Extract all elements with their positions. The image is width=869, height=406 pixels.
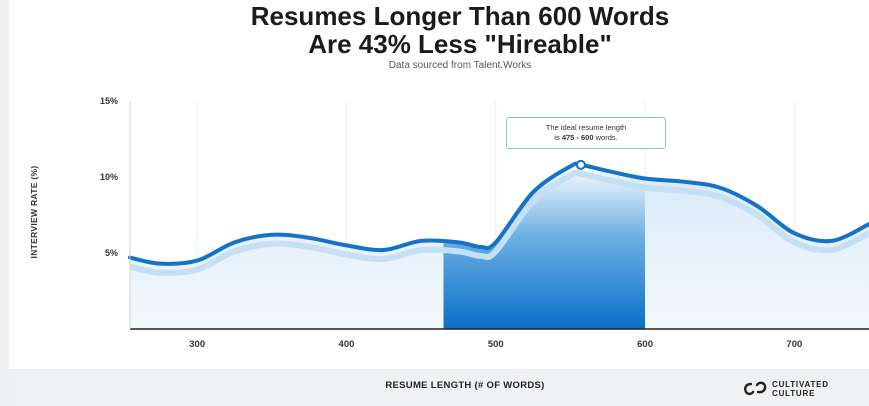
x-tick-label: 300	[189, 339, 205, 350]
brand-name: CULTIVATED CULTURE	[772, 380, 842, 398]
ideal-length-callout: The ideal resume length is 475 - 600 wor…	[506, 117, 666, 149]
series-line	[128, 161, 869, 266]
brand-name-line-1: CULTIVATED	[772, 380, 829, 389]
y-tick-label: 5%	[105, 248, 118, 258]
series-line-shadow	[129, 169, 869, 276]
callout-line-1: The ideal resume length	[545, 123, 627, 132]
y-tick-label: 10%	[100, 172, 118, 182]
x-axis-band	[9, 369, 869, 406]
x-axis-label: RESUME LENGTH (# OF WORDS)	[385, 380, 545, 391]
chart-title: Resumes Longer Than 600 Words Are 43% Le…	[130, 2, 790, 58]
brand-logo: CULTIVATED CULTURE	[742, 378, 862, 400]
x-tick-label: 500	[488, 339, 504, 350]
callout-range: 475 - 600	[561, 133, 594, 142]
callout-suffix: words.	[595, 133, 618, 142]
left-gutter	[0, 0, 9, 406]
link-chain-icon	[744, 381, 767, 396]
brand-name-line-2: CULTURE	[772, 389, 816, 398]
chart-title-line-2: Are 43% Less "Hireable"	[308, 29, 612, 59]
x-tick-label: 400	[339, 339, 355, 350]
peak-marker	[575, 159, 586, 170]
callout-prefix: is	[554, 133, 560, 142]
ideal-range-highlight	[443, 163, 646, 329]
chart-title-line-1: Resumes Longer Than 600 Words	[250, 1, 670, 31]
chart-subtitle: Data sourced from Talent.Works	[388, 60, 532, 71]
x-tick-label: 600	[637, 339, 653, 350]
callout-line-2: is 475 - 600 words.	[507, 133, 665, 143]
x-tick-label: 700	[786, 339, 802, 350]
y-tick-label: 15%	[100, 96, 118, 106]
